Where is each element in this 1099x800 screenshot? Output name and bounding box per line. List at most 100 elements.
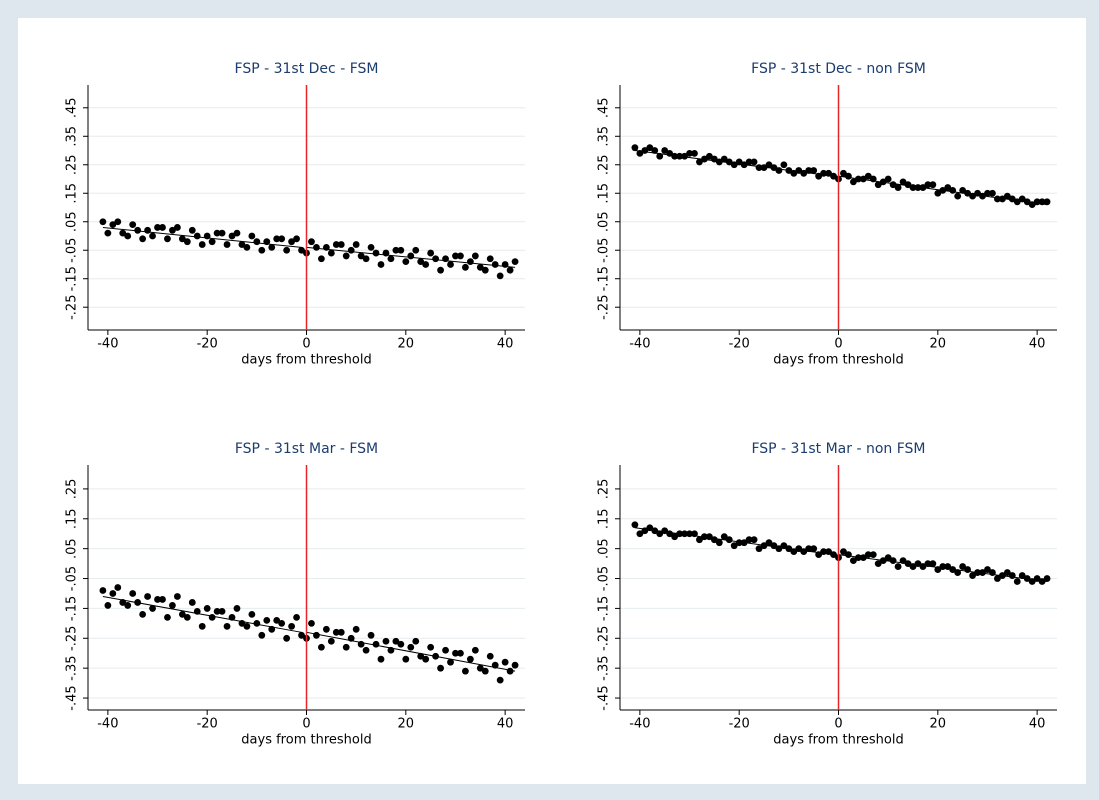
scatter-point <box>471 252 479 260</box>
scatter-point <box>671 152 679 160</box>
panel-title: FSP - 31st Mar - non FSM <box>751 441 925 457</box>
scatter-point <box>725 536 733 544</box>
scatter-point <box>164 613 171 621</box>
scatter-point <box>506 266 514 274</box>
scatter-point <box>1043 575 1051 582</box>
scatter-point <box>427 249 435 257</box>
scatter-point <box>755 545 763 553</box>
scatter-point <box>357 252 365 260</box>
scatter-point <box>511 258 519 266</box>
scatter-point <box>109 221 117 228</box>
scatter-point <box>377 655 385 663</box>
x-tick-label: -20 <box>729 337 750 352</box>
scatter-point <box>283 634 291 642</box>
x-tick-label: 20 <box>930 717 947 732</box>
scatter-point <box>840 169 847 177</box>
fit-line <box>838 175 1048 206</box>
scatter-point <box>114 218 122 226</box>
scatter-point <box>735 539 743 547</box>
scatter-point <box>845 172 852 180</box>
scatter-point <box>288 622 296 630</box>
scatter-point <box>780 161 788 169</box>
fit-line <box>838 554 1048 583</box>
scatter-point <box>1043 198 1051 206</box>
scatter-point <box>407 643 415 651</box>
x-tick-label: -40 <box>97 337 118 352</box>
scatter-point <box>770 164 778 172</box>
scatter-point <box>442 646 449 654</box>
scatter-point <box>422 655 430 663</box>
x-axis-label: days from threshold <box>241 733 371 748</box>
scatter-point <box>203 605 211 612</box>
scatter-point <box>149 605 156 612</box>
y-tick-label: -.15 <box>65 596 80 621</box>
scatter-point <box>193 232 201 240</box>
x-tick-label: -20 <box>197 337 218 352</box>
scatter-point <box>258 246 266 254</box>
y-tick-label: -.05 <box>597 566 612 591</box>
scatter-point <box>402 258 410 266</box>
scatter-point <box>646 144 654 152</box>
scatter-point <box>342 252 350 260</box>
scatter-point <box>144 226 151 234</box>
scatter-point <box>466 258 474 266</box>
scatter-point <box>899 178 907 186</box>
x-axis-label: days from threshold <box>241 353 371 368</box>
scatter-point <box>501 658 509 666</box>
scatter-point <box>417 258 425 266</box>
scatter-point <box>1018 572 1026 579</box>
scatter-point <box>392 246 400 254</box>
scatter-point <box>511 661 519 669</box>
y-tick-label: .05 <box>65 211 80 232</box>
scatter-point <box>437 266 444 274</box>
graph-region <box>18 18 1086 784</box>
scatter-point <box>656 530 664 538</box>
scatter-point <box>387 255 395 263</box>
scatter-point <box>481 667 489 675</box>
scatter-point <box>218 608 226 615</box>
y-tick-label: .35 <box>597 126 612 147</box>
scatter-point <box>134 226 142 234</box>
y-tick-label: .15 <box>65 508 80 529</box>
scatter-point <box>720 155 728 163</box>
scatter-point <box>894 563 902 570</box>
scatter-point <box>367 243 375 251</box>
scatter-point <box>188 599 196 606</box>
scatter-point <box>696 536 703 544</box>
scatter-point <box>466 655 474 663</box>
scatter-point <box>417 652 425 660</box>
y-tick-label: .25 <box>65 154 80 175</box>
scatter-point <box>99 587 107 594</box>
scatter-point <box>362 646 370 654</box>
scatter-point <box>159 224 166 231</box>
scatter-point <box>372 249 380 257</box>
scatter-point <box>884 175 892 183</box>
scatter-point <box>154 596 161 603</box>
scatter-point <box>208 238 216 246</box>
y-tick-label: -.15 <box>597 596 612 621</box>
y-tick-label: -.25 <box>65 626 80 651</box>
scatter-point <box>750 536 758 544</box>
scatter-point <box>337 241 345 248</box>
scatter-point <box>124 602 132 609</box>
y-tick-label: .35 <box>65 126 80 147</box>
scatter-point <box>159 596 166 603</box>
scatter-point <box>1038 578 1046 585</box>
y-tick-label: -.25 <box>597 295 612 320</box>
scatter-point <box>720 533 728 541</box>
scatter-point <box>352 625 360 633</box>
y-tick-label: .25 <box>597 154 612 175</box>
scatter-point <box>248 610 256 618</box>
scatter-point <box>984 189 991 197</box>
scatter-point <box>208 613 216 621</box>
scatter-point <box>144 593 151 600</box>
scatter-point <box>949 187 957 194</box>
scatter-point <box>243 622 251 630</box>
scatter-point <box>486 652 494 660</box>
y-tick-label: .15 <box>597 508 612 529</box>
x-tick-label: 40 <box>497 717 514 732</box>
panel-title: FSP - 31st Dec - non FSM <box>751 61 926 77</box>
y-tick-label: -.25 <box>597 626 612 651</box>
x-tick-label: -40 <box>629 337 650 352</box>
